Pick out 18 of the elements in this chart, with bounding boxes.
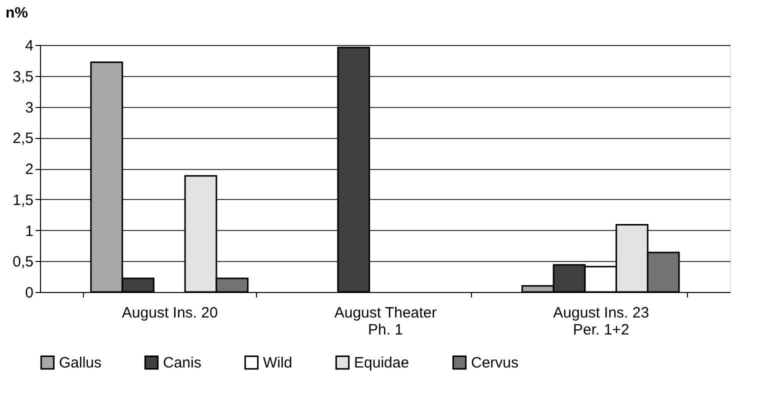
y-tick-label: 1,5 bbox=[12, 192, 34, 209]
legend-label: Wild bbox=[263, 354, 292, 372]
x-tick-label: August Theater Ph. 1 bbox=[334, 304, 437, 338]
y-axis-title: n% bbox=[6, 4, 28, 22]
legend-label: Gallus bbox=[59, 354, 102, 372]
y-tick-label: 0,5 bbox=[12, 254, 34, 271]
legend-label: Cervus bbox=[471, 354, 519, 372]
y-tick-label: 3 bbox=[25, 99, 34, 116]
legend-label: Canis bbox=[163, 354, 202, 372]
legend-label: Equidae bbox=[354, 354, 410, 372]
x-tick-label: August Ins. 20 bbox=[122, 304, 218, 322]
y-tick-label: 0 bbox=[25, 284, 34, 302]
y-tick-label: 2,5 bbox=[12, 130, 34, 148]
y-tick-label: 4 bbox=[25, 38, 34, 54]
x-tick-label: August Ins. 23 Per. 1+2 bbox=[553, 304, 650, 338]
y-tick-label: 2 bbox=[25, 161, 34, 178]
y-tick-label: 1 bbox=[25, 222, 34, 240]
y-tick-label: 3,5 bbox=[12, 68, 34, 86]
